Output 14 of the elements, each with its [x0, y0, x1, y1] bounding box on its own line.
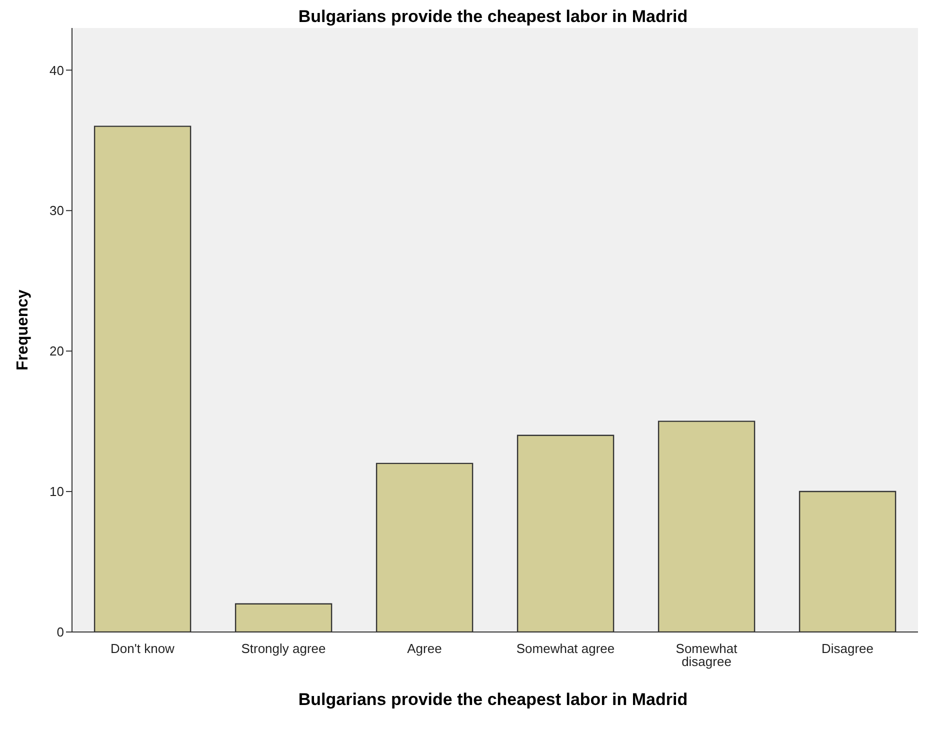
- y-tick-label: 10: [50, 484, 64, 500]
- x-axis-title: Bulgarians provide the cheapest labor in Madrid: [297, 690, 689, 710]
- x-tick-label: Somewhat agree: [516, 641, 615, 656]
- chart-title: Bulgarians provide the cheapest labor in Madrid: [297, 7, 689, 26]
- y-tick-label: 40: [50, 62, 64, 78]
- y-axis-title: Frequency: [14, 289, 32, 370]
- x-tick-label: Don't know: [110, 641, 176, 656]
- y-tick-label: 0: [56, 624, 64, 640]
- x-tick-label: Agree: [407, 641, 442, 656]
- x-tick-label: Disagree: [821, 641, 874, 656]
- y-tick-label: 20: [50, 344, 64, 359]
- x-tick-label: Strongly agree: [241, 641, 326, 656]
- x-tick-label: Somewhat disagree: [676, 641, 738, 670]
- y-tick-label: 30: [50, 203, 64, 218]
